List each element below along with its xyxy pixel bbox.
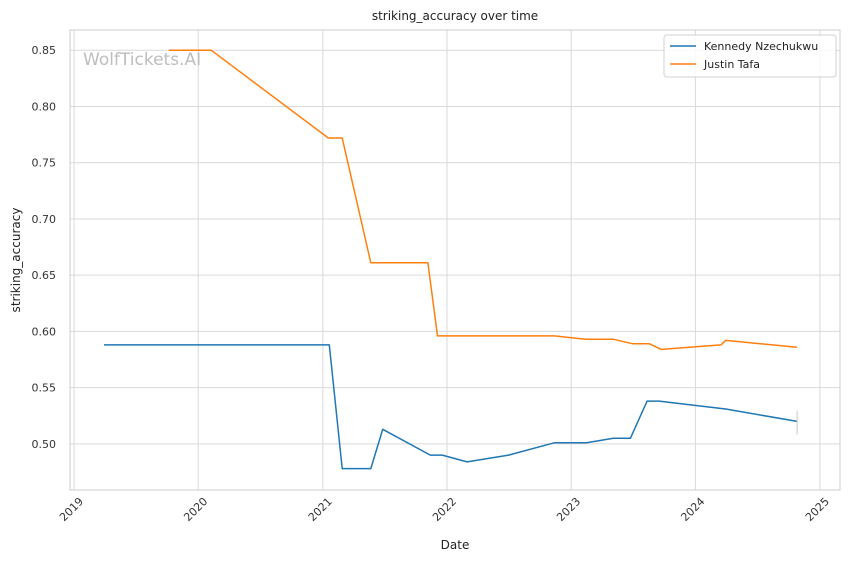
- y-tick-label: 0.85: [32, 44, 57, 57]
- legend-label: Justin Tafa: [703, 58, 760, 71]
- x-axis-title: Date: [441, 538, 470, 552]
- y-tick-label: 0.70: [32, 213, 57, 226]
- legend-label: Kennedy Nzechukwu: [704, 40, 818, 53]
- legend: Kennedy Nzechukwu Justin Tafa: [663, 34, 837, 78]
- y-tick-label: 0.60: [32, 325, 57, 338]
- y-axis-title: striking_accuracy: [9, 208, 23, 313]
- legend-box: [663, 34, 837, 78]
- y-tick-label: 0.65: [32, 269, 57, 282]
- series-lines: [104, 49, 798, 470]
- chart-title: striking_accuracy over time: [372, 9, 538, 23]
- y-tick-label: 0.55: [32, 382, 57, 395]
- y-tick-label: 0.75: [32, 157, 57, 170]
- series-line-2: [168, 49, 798, 351]
- y-tick-label: 0.50: [32, 438, 57, 451]
- grid: [70, 30, 840, 490]
- series-line-1: [104, 344, 798, 470]
- plot-frame: [69, 29, 841, 491]
- y-tick-label: 0.80: [32, 100, 57, 113]
- watermark-text: WolfTickets.AI: [83, 50, 201, 70]
